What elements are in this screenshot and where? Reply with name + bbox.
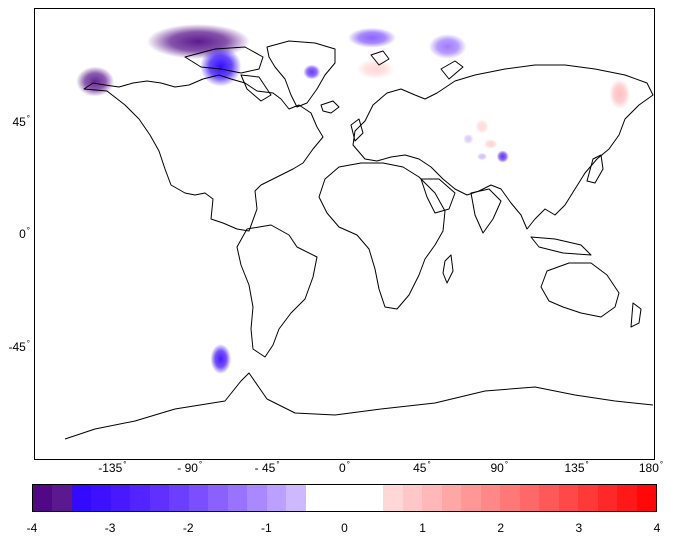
lat-tick-label: 45° — [12, 113, 30, 129]
lon-tick-label: 90° — [490, 460, 509, 475]
colorbar-cell — [305, 485, 326, 511]
coast-south-america — [236, 224, 318, 358]
coast-greenland — [266, 40, 336, 108]
colorbar-cell — [558, 485, 579, 511]
colorbar-cell — [636, 485, 656, 511]
anomaly-patagonia — [210, 344, 232, 374]
coast-iceland — [320, 100, 340, 114]
lon-tick-label: 135° — [564, 460, 589, 475]
coast-north-america — [83, 74, 324, 232]
colorbar-cell — [110, 485, 131, 511]
lon-tick-label: 180° — [638, 460, 664, 475]
colorbar-cell — [480, 485, 501, 511]
coast-svalbard — [370, 50, 390, 66]
colorbar-cell — [402, 485, 423, 511]
colorbar-tick-label: 0 — [341, 521, 348, 535]
anomaly-east-siberia — [574, 66, 596, 87]
colorbar-cell — [617, 485, 637, 511]
colorbar-cell — [422, 485, 442, 511]
colorbar-tick-label: -4 — [26, 521, 38, 535]
coast-madagascar — [442, 254, 454, 284]
lon-tick-label: 0° — [339, 460, 350, 475]
coast-great-britain — [350, 118, 364, 142]
lat-tick-label: 0° — [19, 226, 30, 241]
colorbar-cell — [539, 485, 559, 511]
anomaly-altai — [487, 104, 501, 114]
colorbar-cell — [227, 485, 248, 511]
colorbar-tick-label: -2 — [182, 521, 194, 535]
colorbar-tick-label: 2 — [497, 521, 505, 535]
lat-tick-label: -45° — [8, 338, 30, 354]
anomaly-kamchatka — [609, 79, 630, 109]
colorbar-cell — [597, 485, 618, 511]
map-panel — [34, 8, 655, 460]
anomaly-tien-shan — [475, 119, 489, 134]
coast-novaya-zemlya — [440, 60, 464, 80]
coastlines — [64, 40, 654, 440]
colorbar-cell — [286, 485, 306, 511]
colorbar-cell — [500, 485, 520, 511]
coast-arctic-islands — [184, 46, 264, 74]
colorbar-tick-label: -1 — [261, 521, 272, 535]
anomaly-svalbard — [347, 27, 397, 48]
anomaly-franz-josef-novaya-zemlya — [428, 34, 467, 59]
colorbar-cell — [519, 485, 540, 511]
colorbar-cell — [383, 485, 403, 511]
colorbar — [32, 484, 657, 512]
colorbar-cell — [130, 485, 150, 511]
coast-eurasia — [352, 64, 654, 230]
coast-india — [470, 188, 502, 234]
colorbar-cell — [266, 485, 287, 511]
colorbar-cell — [52, 485, 72, 511]
lon-tick-label: 45° — [413, 460, 431, 475]
colorbar-cell — [325, 485, 345, 511]
colorbar-cell — [247, 485, 267, 511]
colorbar-tick-label: -3 — [104, 521, 116, 535]
lon-tick-label: -135° — [98, 460, 127, 475]
colorbar-cell — [441, 485, 462, 511]
lon-tick-label: - 90° — [177, 460, 203, 475]
anomaly-tibet — [496, 150, 509, 163]
colorbar-tick-label: 4 — [653, 521, 661, 535]
colorbar-cell — [188, 485, 209, 511]
anomaly-iceland — [303, 64, 321, 80]
colorbar-tick-label: 3 — [575, 521, 583, 535]
coast-japan — [586, 154, 604, 184]
colorbar-cell — [208, 485, 228, 511]
colorbar-tick-label: 1 — [419, 521, 426, 535]
lon-tick-label: - 45° — [254, 460, 280, 475]
anomaly-layer — [76, 24, 630, 374]
colorbar-cell — [169, 485, 189, 511]
anomaly-kunlun — [483, 139, 498, 149]
coast-indonesia — [530, 236, 592, 256]
colorbar-cell — [363, 485, 384, 511]
colorbar-cell — [461, 485, 481, 511]
anomaly-baffin-island — [200, 46, 242, 87]
colorbar-cell — [33, 485, 53, 511]
anomaly-pamir — [463, 134, 474, 144]
anomaly-scandinavia — [356, 59, 395, 79]
coast-africa — [318, 162, 446, 310]
coast-new-zealand — [630, 302, 642, 328]
anomaly-himalaya-west — [476, 152, 488, 161]
coast-australia — [540, 262, 620, 318]
colorbar-cell — [149, 485, 170, 511]
coast-antarctica — [64, 372, 654, 440]
colorbar-cell — [91, 485, 111, 511]
colorbar-cell — [578, 485, 598, 511]
world-map — [64, 24, 654, 440]
coast-arabia — [420, 178, 456, 214]
colorbar-cell — [71, 485, 92, 511]
colorbar-cell — [344, 485, 364, 511]
